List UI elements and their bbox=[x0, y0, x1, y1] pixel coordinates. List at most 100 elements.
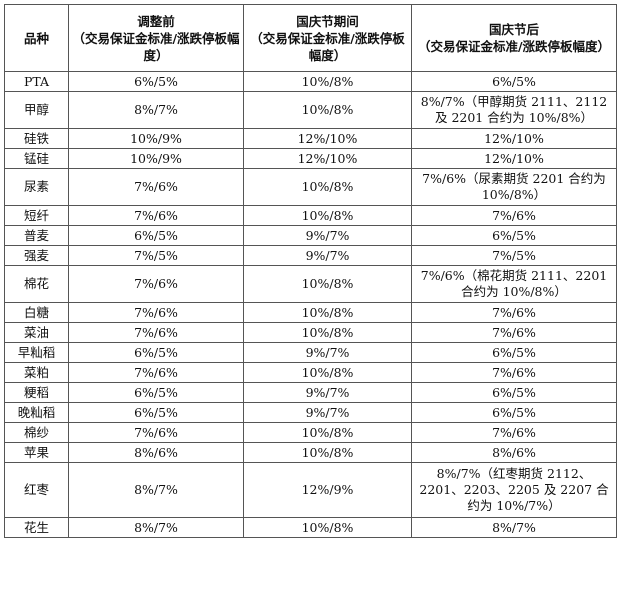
header-during: 国庆节期间 （交易保证金标准/涨跌停板幅度） bbox=[243, 4, 412, 72]
before-cell: 7%/6% bbox=[68, 422, 244, 443]
table-row: 菜粕 7%/6% 10%/8% 7%/6% bbox=[4, 362, 617, 383]
during-cell: 12%/9% bbox=[243, 462, 412, 518]
during-cell: 9%/7% bbox=[243, 245, 412, 266]
variety-cell: 棉纱 bbox=[4, 422, 69, 443]
during-cell: 10%/8% bbox=[243, 71, 412, 92]
after-cell: 6%/5% bbox=[411, 71, 617, 92]
variety-cell: 花生 bbox=[4, 517, 69, 538]
table-row: 棉纱 7%/6% 10%/8% 7%/6% bbox=[4, 422, 617, 443]
table-row: 红枣 8%/7% 12%/9% 8%/7%（红枣期货 2112、2201、220… bbox=[4, 462, 617, 518]
during-cell: 12%/10% bbox=[243, 148, 412, 169]
before-cell: 6%/5% bbox=[68, 402, 244, 423]
during-cell: 9%/7% bbox=[243, 342, 412, 363]
variety-cell: 普麦 bbox=[4, 225, 69, 246]
margin-limit-table: 品种 调整前 （交易保证金标准/涨跌停板幅度） 国庆节期间 （交易保证金标准/涨跌停… bbox=[4, 4, 617, 538]
during-cell: 10%/8% bbox=[243, 442, 412, 463]
variety-cell: 红枣 bbox=[4, 462, 69, 518]
during-cell: 10%/8% bbox=[243, 168, 412, 206]
during-cell: 10%/8% bbox=[243, 362, 412, 383]
before-cell: 6%/5% bbox=[68, 382, 244, 403]
variety-cell: 硅铁 bbox=[4, 128, 69, 149]
variety-cell: 晚籼稻 bbox=[4, 402, 69, 423]
after-cell: 7%/6% bbox=[411, 422, 617, 443]
before-cell: 7%/6% bbox=[68, 168, 244, 206]
variety-cell: 菜油 bbox=[4, 322, 69, 343]
during-cell: 10%/8% bbox=[243, 265, 412, 303]
before-cell: 7%/5% bbox=[68, 245, 244, 266]
variety-cell: 苹果 bbox=[4, 442, 69, 463]
after-cell: 7%/6%（尿素期货 2201 合约为 10%/8%） bbox=[411, 168, 617, 206]
after-cell: 8%/6% bbox=[411, 442, 617, 463]
table-header: 品种 调整前 （交易保证金标准/涨跌停板幅度） 国庆节期间 （交易保证金标准/涨跌停… bbox=[4, 4, 617, 72]
before-cell: 10%/9% bbox=[68, 128, 244, 149]
after-cell: 12%/10% bbox=[411, 128, 617, 149]
before-cell: 7%/6% bbox=[68, 362, 244, 383]
before-cell: 7%/6% bbox=[68, 322, 244, 343]
during-cell: 10%/8% bbox=[243, 322, 412, 343]
header-after: 国庆节后 （交易保证金标准/涨跌停板幅度） bbox=[411, 4, 617, 72]
table-row: 苹果 8%/6% 10%/8% 8%/6% bbox=[4, 442, 617, 463]
before-cell: 8%/7% bbox=[68, 517, 244, 538]
after-cell: 6%/5% bbox=[411, 342, 617, 363]
before-cell: 7%/6% bbox=[68, 265, 244, 303]
table-row: 硅铁 10%/9% 12%/10% 12%/10% bbox=[4, 128, 617, 149]
after-cell: 7%/6% bbox=[411, 302, 617, 323]
table-row: 短纤 7%/6% 10%/8% 7%/6% bbox=[4, 205, 617, 226]
header-variety: 品种 bbox=[4, 4, 69, 72]
header-row: 品种 调整前 （交易保证金标准/涨跌停板幅度） 国庆节期间 （交易保证金标准/涨跌停… bbox=[4, 4, 617, 72]
margin-table-container: 品种 调整前 （交易保证金标准/涨跌停板幅度） 国庆节期间 （交易保证金标准/涨跌停… bbox=[4, 4, 617, 538]
table-row: 棉花 7%/6% 10%/8% 7%/6%（棉花期货 2111、2201 合约为… bbox=[4, 265, 617, 303]
during-cell: 10%/8% bbox=[243, 517, 412, 538]
variety-cell: 尿素 bbox=[4, 168, 69, 206]
after-cell: 7%/5% bbox=[411, 245, 617, 266]
variety-cell: 白糖 bbox=[4, 302, 69, 323]
variety-cell: 棉花 bbox=[4, 265, 69, 303]
during-cell: 10%/8% bbox=[243, 422, 412, 443]
after-cell: 8%/7%（甲醇期货 2111、2112 及 2201 合约为 10%/8%） bbox=[411, 91, 617, 129]
variety-cell: 粳稻 bbox=[4, 382, 69, 403]
before-cell: 8%/6% bbox=[68, 442, 244, 463]
during-cell: 9%/7% bbox=[243, 225, 412, 246]
table-row: 白糖 7%/6% 10%/8% 7%/6% bbox=[4, 302, 617, 323]
table-row: 甲醇 8%/7% 10%/8% 8%/7%（甲醇期货 2111、2112 及 2… bbox=[4, 91, 617, 129]
after-cell: 6%/5% bbox=[411, 225, 617, 246]
during-cell: 10%/8% bbox=[243, 91, 412, 129]
after-cell: 6%/5% bbox=[411, 382, 617, 403]
table-row: 花生 8%/7% 10%/8% 8%/7% bbox=[4, 517, 617, 538]
during-cell: 9%/7% bbox=[243, 382, 412, 403]
table-row: 尿素 7%/6% 10%/8% 7%/6%（尿素期货 2201 合约为 10%/… bbox=[4, 168, 617, 206]
table-row: 菜油 7%/6% 10%/8% 7%/6% bbox=[4, 322, 617, 343]
variety-cell: PTA bbox=[4, 71, 69, 92]
variety-cell: 强麦 bbox=[4, 245, 69, 266]
during-cell: 10%/8% bbox=[243, 302, 412, 323]
table-row: 早籼稻 6%/5% 9%/7% 6%/5% bbox=[4, 342, 617, 363]
table-row: PTA 6%/5% 10%/8% 6%/5% bbox=[4, 71, 617, 92]
table-row: 普麦 6%/5% 9%/7% 6%/5% bbox=[4, 225, 617, 246]
table-row: 强麦 7%/5% 9%/7% 7%/5% bbox=[4, 245, 617, 266]
during-cell: 10%/8% bbox=[243, 205, 412, 226]
before-cell: 6%/5% bbox=[68, 225, 244, 246]
during-cell: 12%/10% bbox=[243, 128, 412, 149]
table-row: 粳稻 6%/5% 9%/7% 6%/5% bbox=[4, 382, 617, 403]
after-cell: 12%/10% bbox=[411, 148, 617, 169]
variety-cell: 早籼稻 bbox=[4, 342, 69, 363]
before-cell: 8%/7% bbox=[68, 462, 244, 518]
variety-cell: 短纤 bbox=[4, 205, 69, 226]
header-before: 调整前 （交易保证金标准/涨跌停板幅度） bbox=[68, 4, 244, 72]
table-row: 晚籼稻 6%/5% 9%/7% 6%/5% bbox=[4, 402, 617, 423]
after-cell: 8%/7%（红枣期货 2112、2201、2203、2205 及 2207 合约… bbox=[411, 462, 617, 518]
after-cell: 7%/6% bbox=[411, 205, 617, 226]
before-cell: 7%/6% bbox=[68, 205, 244, 226]
after-cell: 7%/6% bbox=[411, 362, 617, 383]
after-cell: 8%/7% bbox=[411, 517, 617, 538]
after-cell: 7%/6%（棉花期货 2111、2201 合约为 10%/8%） bbox=[411, 265, 617, 303]
before-cell: 8%/7% bbox=[68, 91, 244, 129]
before-cell: 6%/5% bbox=[68, 342, 244, 363]
table-row: 锰硅 10%/9% 12%/10% 12%/10% bbox=[4, 148, 617, 169]
before-cell: 6%/5% bbox=[68, 71, 244, 92]
variety-cell: 甲醇 bbox=[4, 91, 69, 129]
after-cell: 6%/5% bbox=[411, 402, 617, 423]
before-cell: 7%/6% bbox=[68, 302, 244, 323]
before-cell: 10%/9% bbox=[68, 148, 244, 169]
during-cell: 9%/7% bbox=[243, 402, 412, 423]
